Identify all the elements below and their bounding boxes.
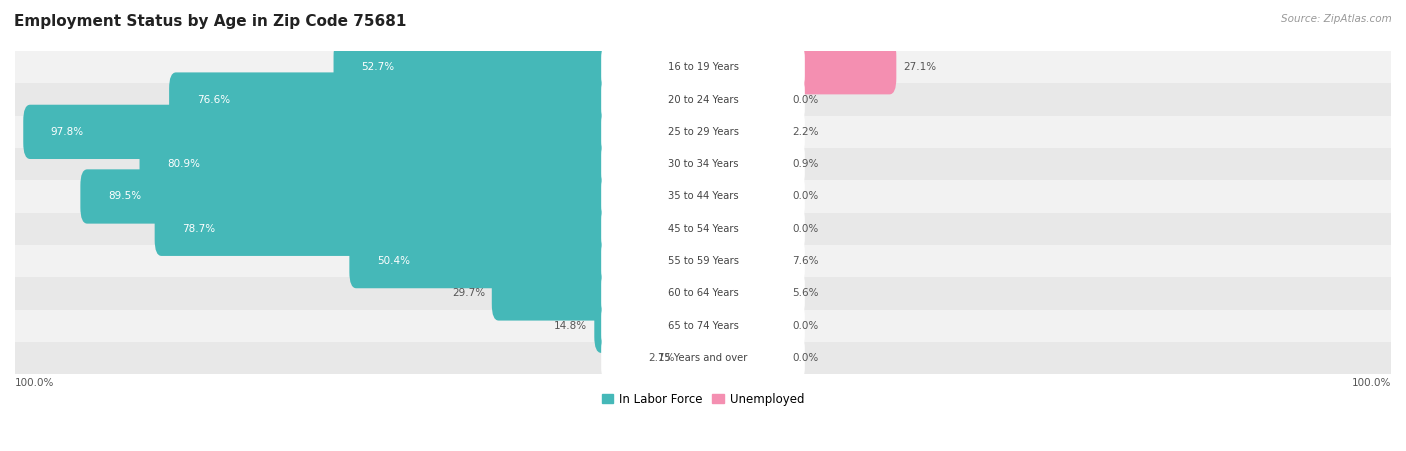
FancyBboxPatch shape [602, 271, 804, 316]
Text: 100.0%: 100.0% [15, 378, 55, 388]
Text: 0.9%: 0.9% [793, 159, 818, 169]
FancyBboxPatch shape [349, 234, 731, 288]
FancyBboxPatch shape [675, 40, 897, 94]
Text: 100.0%: 100.0% [1351, 378, 1391, 388]
Bar [15, 148, 1391, 180]
Text: 16 to 19 Years: 16 to 19 Years [668, 62, 738, 72]
FancyBboxPatch shape [24, 105, 731, 159]
Text: 0.0%: 0.0% [793, 321, 818, 331]
FancyBboxPatch shape [80, 169, 731, 224]
Text: 0.0%: 0.0% [793, 353, 818, 363]
FancyBboxPatch shape [602, 110, 804, 154]
FancyBboxPatch shape [675, 73, 786, 127]
Text: 55 to 59 Years: 55 to 59 Years [668, 256, 738, 266]
Text: 25 to 29 Years: 25 to 29 Years [668, 127, 738, 137]
Text: 5.6%: 5.6% [793, 289, 818, 299]
Text: Employment Status by Age in Zip Code 75681: Employment Status by Age in Zip Code 756… [14, 14, 406, 28]
Text: 52.7%: 52.7% [361, 62, 394, 72]
Text: 45 to 54 Years: 45 to 54 Years [668, 224, 738, 234]
Text: 80.9%: 80.9% [167, 159, 200, 169]
Bar [15, 342, 1391, 374]
Text: 0.0%: 0.0% [793, 192, 818, 202]
Text: 2.1%: 2.1% [648, 353, 675, 363]
Text: 14.8%: 14.8% [554, 321, 588, 331]
FancyBboxPatch shape [675, 331, 786, 385]
FancyBboxPatch shape [155, 202, 731, 256]
FancyBboxPatch shape [595, 299, 731, 353]
Text: 27.1%: 27.1% [903, 62, 936, 72]
Bar [15, 212, 1391, 245]
FancyBboxPatch shape [169, 73, 731, 127]
FancyBboxPatch shape [602, 142, 804, 186]
Bar [15, 83, 1391, 116]
Text: Source: ZipAtlas.com: Source: ZipAtlas.com [1281, 14, 1392, 23]
FancyBboxPatch shape [333, 40, 731, 94]
Text: 30 to 34 Years: 30 to 34 Years [668, 159, 738, 169]
FancyBboxPatch shape [675, 202, 786, 256]
FancyBboxPatch shape [602, 304, 804, 348]
FancyBboxPatch shape [675, 105, 786, 159]
Text: 0.0%: 0.0% [793, 95, 818, 105]
Bar [15, 180, 1391, 212]
Text: 65 to 74 Years: 65 to 74 Years [668, 321, 738, 331]
Text: 89.5%: 89.5% [108, 192, 141, 202]
Text: 76.6%: 76.6% [197, 95, 229, 105]
Bar [15, 245, 1391, 277]
FancyBboxPatch shape [602, 45, 804, 89]
FancyBboxPatch shape [675, 169, 786, 224]
FancyBboxPatch shape [675, 137, 786, 191]
Text: 78.7%: 78.7% [183, 224, 215, 234]
Text: 35 to 44 Years: 35 to 44 Years [668, 192, 738, 202]
Text: 97.8%: 97.8% [51, 127, 84, 137]
FancyBboxPatch shape [602, 239, 804, 283]
FancyBboxPatch shape [675, 299, 786, 353]
Text: 29.7%: 29.7% [451, 289, 485, 299]
Text: 0.0%: 0.0% [793, 224, 818, 234]
Text: 2.2%: 2.2% [793, 127, 818, 137]
Bar [15, 277, 1391, 309]
FancyBboxPatch shape [602, 336, 804, 380]
Bar [15, 116, 1391, 148]
FancyBboxPatch shape [602, 207, 804, 251]
Text: 20 to 24 Years: 20 to 24 Years [668, 95, 738, 105]
FancyBboxPatch shape [682, 331, 731, 385]
FancyBboxPatch shape [675, 266, 786, 321]
Text: 50.4%: 50.4% [377, 256, 411, 266]
FancyBboxPatch shape [675, 234, 786, 288]
Text: 60 to 64 Years: 60 to 64 Years [668, 289, 738, 299]
Text: 7.6%: 7.6% [793, 256, 818, 266]
FancyBboxPatch shape [139, 137, 731, 191]
Legend: In Labor Force, Unemployed: In Labor Force, Unemployed [598, 388, 808, 410]
Bar [15, 51, 1391, 83]
FancyBboxPatch shape [492, 266, 731, 321]
FancyBboxPatch shape [602, 77, 804, 122]
FancyBboxPatch shape [602, 174, 804, 219]
Bar [15, 309, 1391, 342]
Text: 75 Years and over: 75 Years and over [658, 353, 748, 363]
